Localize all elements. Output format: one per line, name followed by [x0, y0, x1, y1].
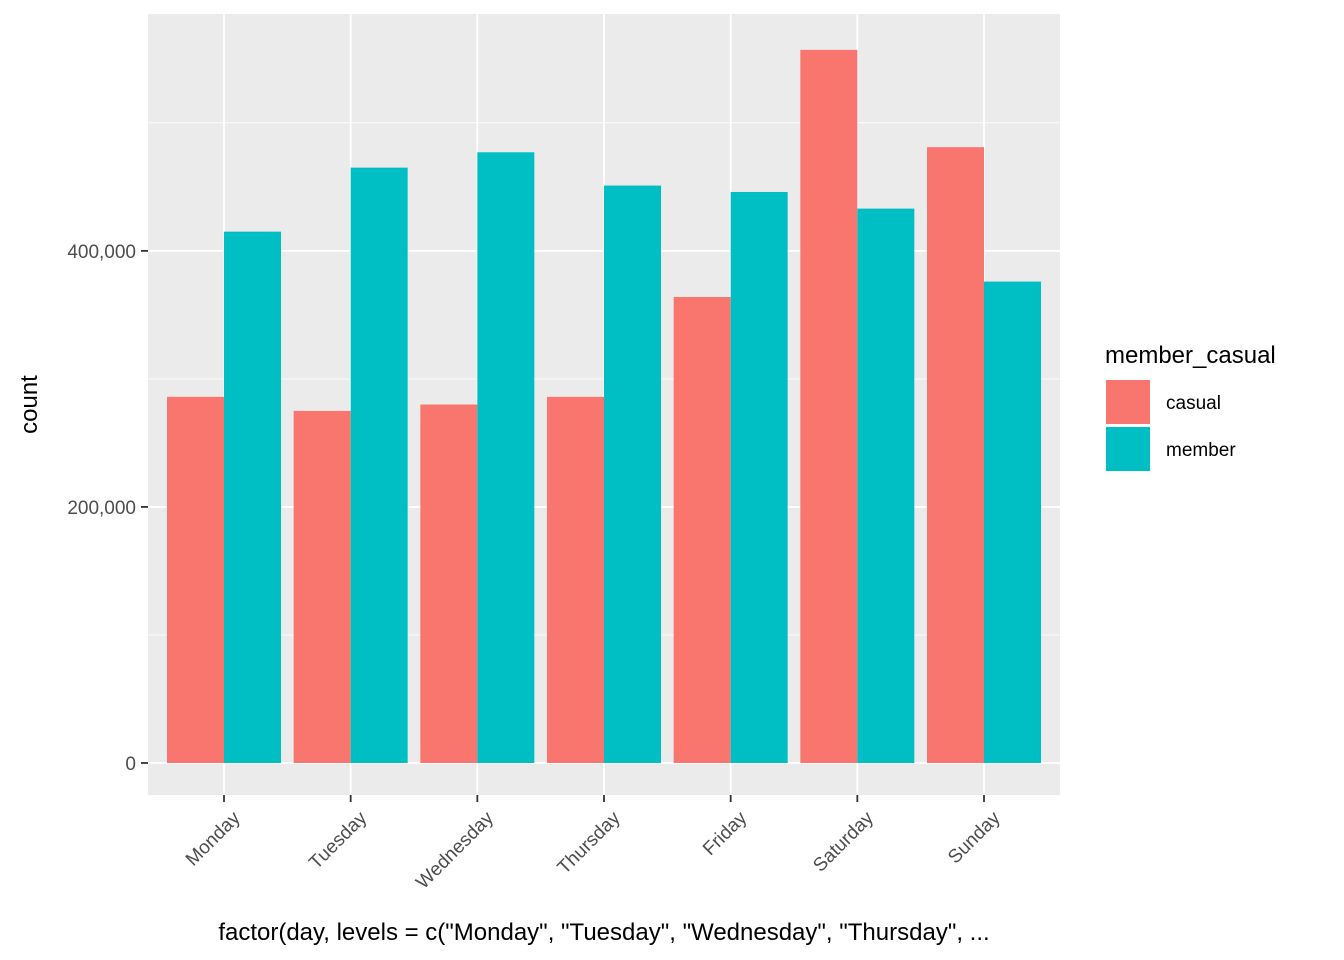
x-tick-label-saturday: Saturday [809, 807, 878, 876]
bar-casual-saturday [800, 49, 858, 763]
y-tick-label: 400,000 [67, 242, 136, 263]
x-tick-label-friday: Friday [699, 807, 752, 860]
legend-key-casual [1106, 380, 1150, 424]
x-axis-title: factor(day, levels = c("Monday", "Tuesda… [218, 919, 989, 946]
y-axis: 0 200,000 400,000 [67, 242, 148, 775]
bar-member-saturday [857, 208, 915, 763]
legend: member_casual casual member [1105, 342, 1276, 471]
bar-casual-sunday [927, 147, 984, 763]
bar-member-tuesday [350, 167, 408, 763]
legend-label-casual: casual [1166, 393, 1221, 414]
bar-casual-wednesday [420, 404, 478, 763]
legend-label-member: member [1166, 440, 1236, 461]
x-axis: Monday Tuesday Wednesday Thursday Friday Satu… [182, 795, 1005, 893]
legend-title: member_casual [1105, 342, 1276, 369]
bar-casual-tuesday [293, 410, 351, 763]
x-tick-label-sunday: Sunday [944, 807, 1005, 868]
bar-casual-thursday [547, 396, 604, 763]
x-tick-label-tuesday: Tuesday [305, 807, 371, 873]
bar-member-thursday [604, 185, 661, 763]
y-tick-label: 200,000 [67, 498, 136, 519]
bar-member-friday [730, 191, 788, 763]
bar-member-wednesday [477, 152, 535, 763]
bar-member-monday [224, 231, 281, 763]
y-tick-label: 0 [125, 754, 136, 775]
bar-casual-friday [673, 296, 731, 763]
x-tick-label-wednesday: Wednesday [412, 807, 498, 893]
x-tick-label-thursday: Thursday [554, 807, 625, 878]
bar-casual-monday [167, 396, 224, 763]
bar-member-sunday [984, 281, 1041, 763]
x-tick-label-monday: Monday [182, 807, 245, 870]
bars [167, 49, 1041, 763]
legend-key-member [1106, 427, 1150, 471]
y-axis-title: count [16, 375, 43, 434]
